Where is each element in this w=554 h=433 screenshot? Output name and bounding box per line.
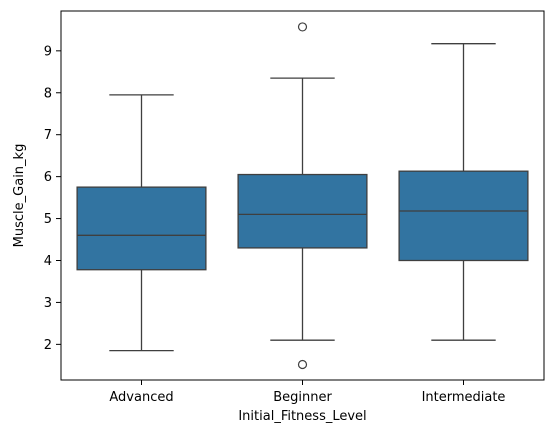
y-tick-label: 5: [44, 212, 52, 227]
y-tick-label: 3: [44, 296, 52, 311]
y-tick-label: 2: [44, 338, 52, 353]
outlier-point: [297, 359, 308, 370]
box-iqr: [76, 186, 207, 271]
y-axis-label: Muscle_Gain_kg: [12, 144, 27, 248]
y-tick-label: 4: [44, 254, 52, 269]
x-tick-label: Intermediate: [422, 390, 506, 405]
y-tick-label: 6: [44, 170, 52, 185]
box-iqr: [398, 170, 529, 262]
plot-area: [76, 22, 529, 370]
x-tick-label: Advanced: [109, 390, 173, 405]
x-tick-label: Beginner: [273, 390, 332, 405]
box-group-advanced: [76, 94, 207, 352]
box-group-beginner: [237, 22, 368, 370]
box-group-intermediate: [398, 43, 529, 341]
box-iqr: [237, 173, 368, 249]
x-axis-label: Initial_Fitness_Level: [238, 409, 366, 424]
outlier-point: [297, 22, 308, 32]
axes: 2 3 4 5 6 7 8 9 Advanced Beginner Intermediate: [44, 10, 545, 405]
y-tick-label: 7: [44, 128, 52, 143]
y-tick-label: 9: [44, 44, 52, 59]
y-tick-label: 8: [44, 86, 52, 101]
